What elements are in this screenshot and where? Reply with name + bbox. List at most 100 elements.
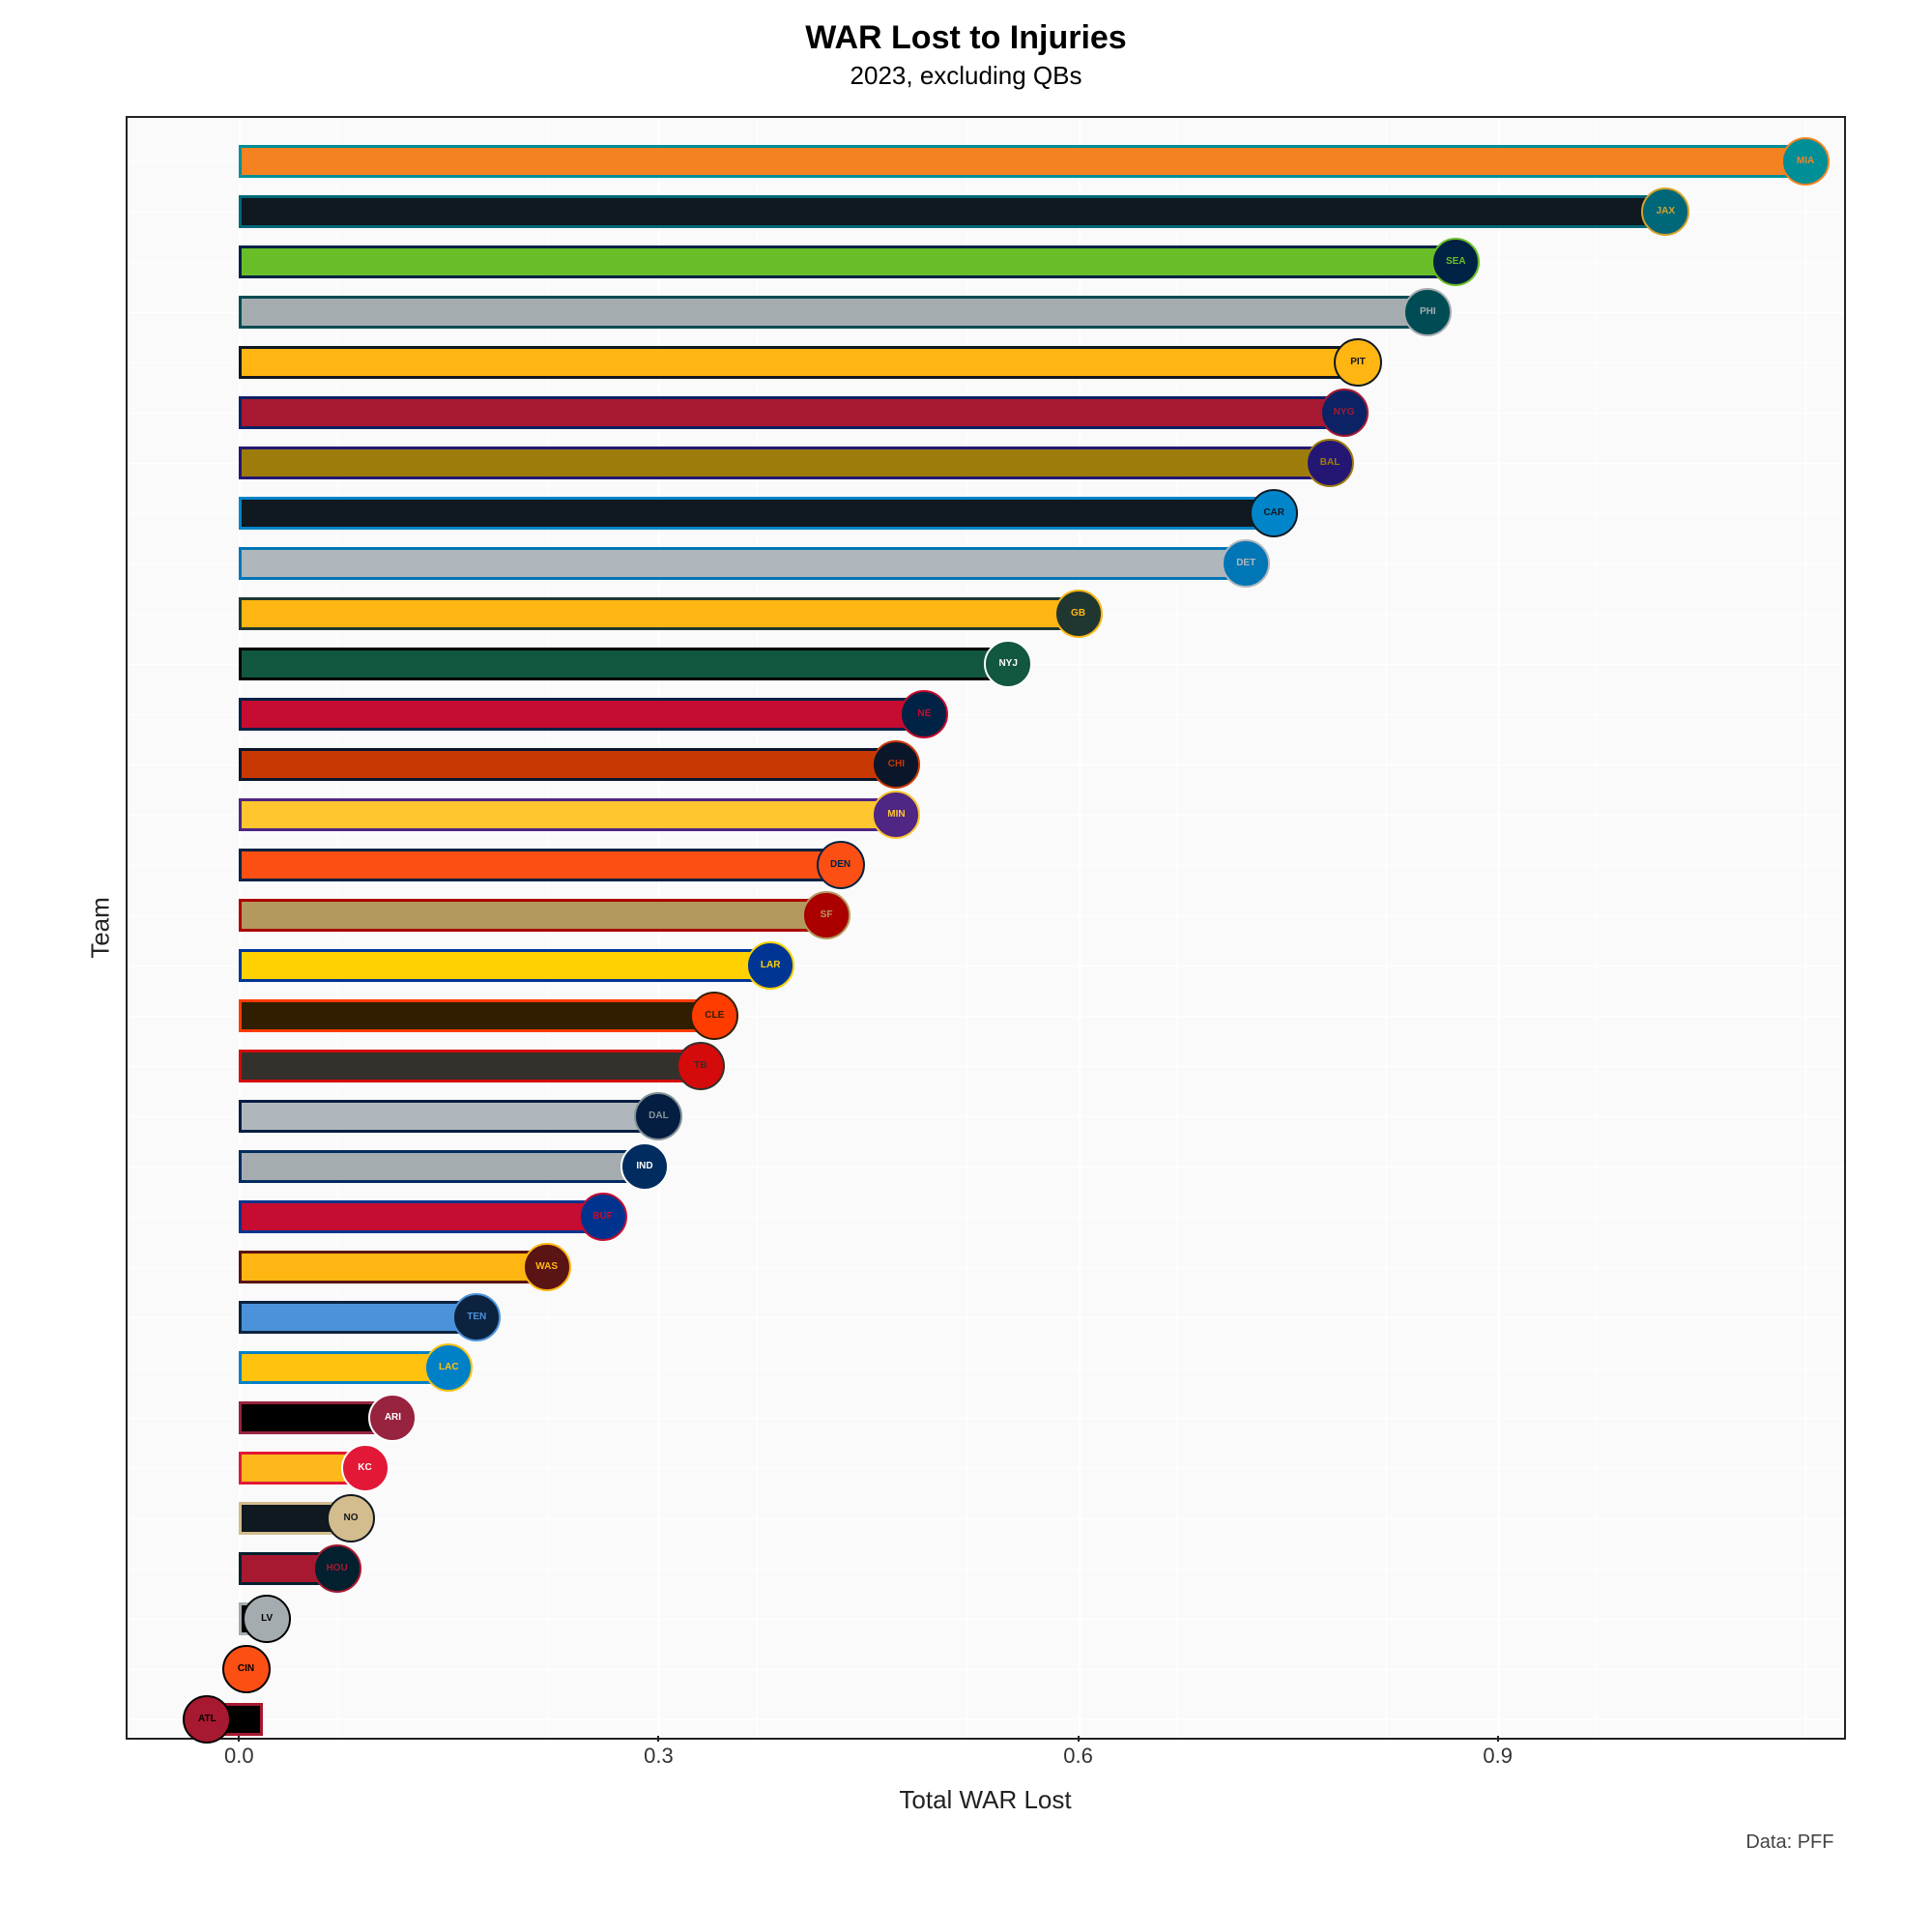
chart-title: WAR Lost to Injuries — [39, 19, 1894, 57]
bar-row: TEN — [239, 1301, 515, 1334]
bar — [239, 949, 770, 982]
bar-row: BUF — [239, 1200, 641, 1233]
bar-row: CLE — [239, 999, 753, 1032]
x-tick-label: 0.3 — [644, 1744, 674, 1769]
bar — [239, 748, 896, 781]
team-logo-icon: ATL — [183, 1695, 231, 1744]
team-logo-icon: NO — [327, 1494, 375, 1543]
gridline-minor — [1805, 118, 1806, 1738]
team-logo-icon: DAL — [634, 1092, 682, 1140]
bar-row: SEA — [239, 245, 1494, 278]
bar-row: LAR — [239, 949, 809, 982]
bar — [239, 195, 1665, 228]
bar — [239, 1100, 658, 1133]
bar — [239, 1251, 546, 1283]
bar — [239, 899, 826, 932]
y-axis-label: Team — [85, 897, 115, 959]
bar-row: ATL — [183, 1703, 277, 1736]
bar-row: LAC — [239, 1351, 487, 1384]
bar-row: NO — [239, 1502, 389, 1535]
bar-row: LV — [239, 1602, 305, 1635]
bar-row: MIA — [239, 145, 1844, 178]
bar — [239, 1200, 602, 1233]
team-logo-icon: PIT — [1334, 338, 1382, 387]
bar-row: KC — [239, 1452, 403, 1485]
bar-row: DET — [239, 547, 1284, 580]
bar — [239, 1050, 701, 1082]
bar-row: NYJ — [239, 648, 1047, 680]
team-logo-icon: ARI — [368, 1394, 417, 1442]
gridline-h — [128, 1719, 1844, 1720]
bar-row: PIT — [239, 346, 1397, 379]
bar-row: DEN — [239, 849, 879, 881]
bar-row: IND — [239, 1150, 683, 1183]
x-tick-mark — [657, 1736, 659, 1742]
bar-row: NE — [239, 698, 963, 731]
bar — [239, 849, 840, 881]
team-logo-icon: MIA — [1781, 137, 1830, 186]
x-tick-label: 0.0 — [224, 1744, 254, 1769]
x-tick-mark — [1078, 1736, 1080, 1742]
bar — [239, 1150, 645, 1183]
bar-row: CIN — [239, 1653, 284, 1686]
bar-row: TB — [239, 1050, 739, 1082]
x-tick-mark — [238, 1736, 240, 1742]
team-logo-icon: MIN — [872, 791, 920, 839]
bar — [239, 698, 924, 731]
chart-container: WAR Lost to Injuries 2023, excluding QBs… — [39, 19, 1894, 1875]
bar-row: PHI — [239, 296, 1466, 329]
x-tick-label: 0.9 — [1483, 1744, 1513, 1769]
gridline-h — [128, 1569, 1844, 1570]
bar-row: JAX — [239, 195, 1704, 228]
plot-area: MIAJAXSEAPHIPITNYGBALCARDETGBNYJNECHIMIN… — [126, 116, 1846, 1740]
team-logo-icon: BUF — [579, 1193, 627, 1241]
team-logo-icon: NYG — [1320, 389, 1369, 437]
x-tick-mark — [1497, 1736, 1499, 1742]
team-logo-icon: CHI — [872, 740, 920, 789]
bar-row: BAL — [239, 447, 1369, 479]
bar — [239, 1301, 476, 1334]
plot-inner: MIAJAXSEAPHIPITNYGBALCARDETGBNYJNECHIMIN… — [128, 118, 1844, 1738]
team-logo-icon: CAR — [1250, 489, 1298, 537]
team-logo-icon: PHI — [1403, 288, 1452, 336]
x-axis: 0.0 0.3 0.6 0.9 — [128, 1738, 1844, 1767]
chart-caption: Data: PFF — [1745, 1831, 1833, 1854]
bar — [239, 597, 1078, 630]
team-logo-icon: LAC — [424, 1343, 473, 1392]
bar-row: WAS — [239, 1251, 585, 1283]
team-logo-icon: LAR — [746, 941, 794, 990]
team-logo-icon: DET — [1222, 539, 1270, 588]
team-logo-icon: DEN — [817, 841, 865, 889]
bar — [239, 447, 1330, 479]
gridline-major — [1498, 118, 1500, 1738]
gridline-h — [128, 1669, 1844, 1670]
team-logo-icon: CIN — [222, 1645, 271, 1693]
bar — [239, 346, 1358, 379]
x-axis-label: Total WAR Lost — [899, 1785, 1071, 1815]
bar — [239, 999, 714, 1032]
bar-row: MIN — [239, 798, 935, 831]
bar-row: SF — [239, 899, 865, 932]
team-logo-icon: TB — [677, 1042, 725, 1090]
bar-row: NYG — [239, 396, 1382, 429]
bar — [239, 145, 1805, 178]
bar — [239, 1351, 448, 1384]
chart-subtitle: 2023, excluding QBs — [39, 61, 1894, 91]
bar — [239, 396, 1343, 429]
bar-row: CHI — [239, 748, 935, 781]
bar — [239, 798, 896, 831]
bar-row: HOU — [239, 1552, 375, 1585]
x-tick-label: 0.6 — [1063, 1744, 1093, 1769]
team-logo-icon: NYJ — [984, 640, 1032, 688]
team-logo-icon: NE — [900, 690, 948, 738]
bar — [239, 547, 1246, 580]
bar — [239, 245, 1456, 278]
bar — [239, 497, 1274, 530]
team-logo-icon: IND — [620, 1142, 669, 1191]
team-logo-icon: WAS — [523, 1243, 571, 1291]
gridline-minor — [1596, 118, 1597, 1738]
gridline-minor — [128, 118, 129, 1738]
team-logo-icon: SEA — [1431, 238, 1480, 286]
team-logo-icon: BAL — [1306, 439, 1354, 487]
bar — [239, 296, 1427, 329]
